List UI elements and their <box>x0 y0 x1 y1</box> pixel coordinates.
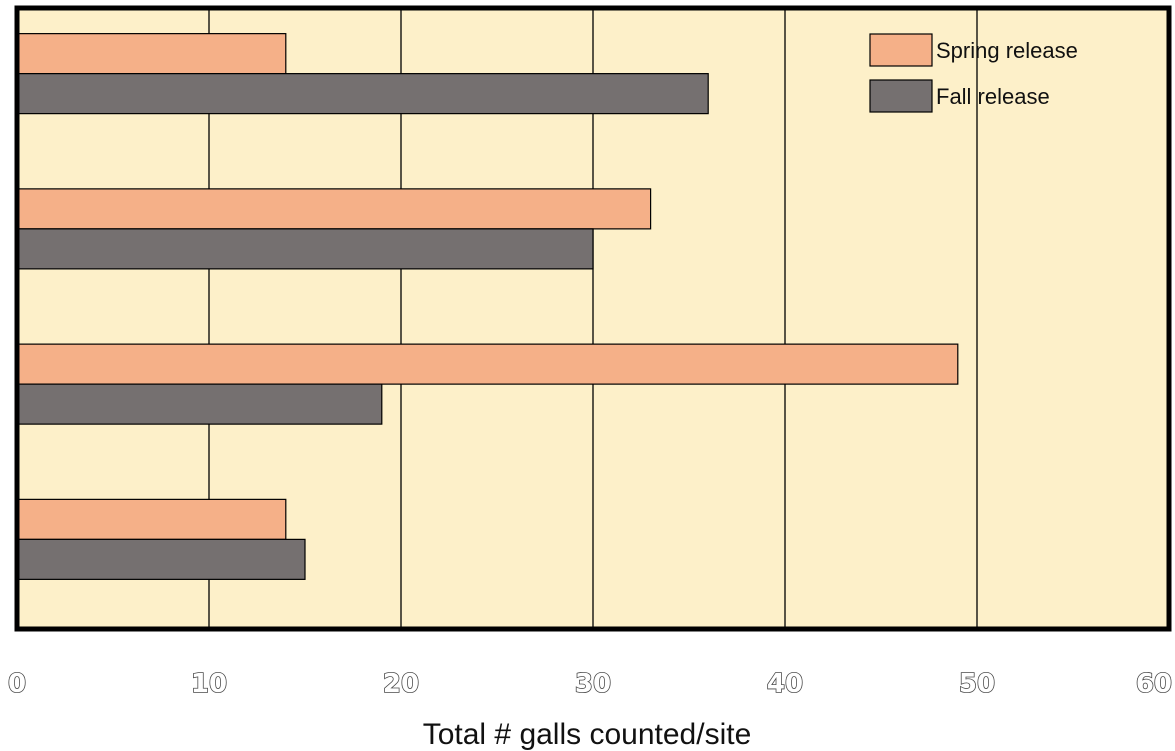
x-tick-label-6: 60 <box>1136 669 1172 699</box>
x-tick-label-2: 20 <box>383 669 419 699</box>
x-tick-label-0: 0 <box>8 669 26 699</box>
x-tick-label-5: 50 <box>959 669 995 699</box>
x-tick-label-4: 40 <box>767 669 803 699</box>
bar-fall-1 <box>16 73 709 115</box>
legend-swatch-fall <box>869 79 933 113</box>
bar-spring-1 <box>16 33 287 75</box>
plot-frame <box>14 5 1172 632</box>
x-tick-label-1: 10 <box>191 669 227 699</box>
bar-fall-3 <box>16 383 383 425</box>
x-tick-label-3: 30 <box>575 669 611 699</box>
x-axis-title: Total # galls counted/site <box>423 718 752 751</box>
legend-label-fall: Fall release <box>936 84 1050 109</box>
bar-spring-3 <box>16 343 959 385</box>
legend-swatch-spring <box>869 33 933 67</box>
bar-spring-4 <box>16 498 287 540</box>
bar-fall-4 <box>16 538 306 580</box>
x-tick-labels: 0 10 20 30 40 50 60 <box>7 668 1173 700</box>
legend: Spring release Fall release <box>869 33 1078 113</box>
bars <box>16 33 959 580</box>
bar-fall-2 <box>16 228 594 270</box>
legend-label-spring: Spring release <box>936 38 1078 63</box>
bar-spring-2 <box>16 188 652 230</box>
